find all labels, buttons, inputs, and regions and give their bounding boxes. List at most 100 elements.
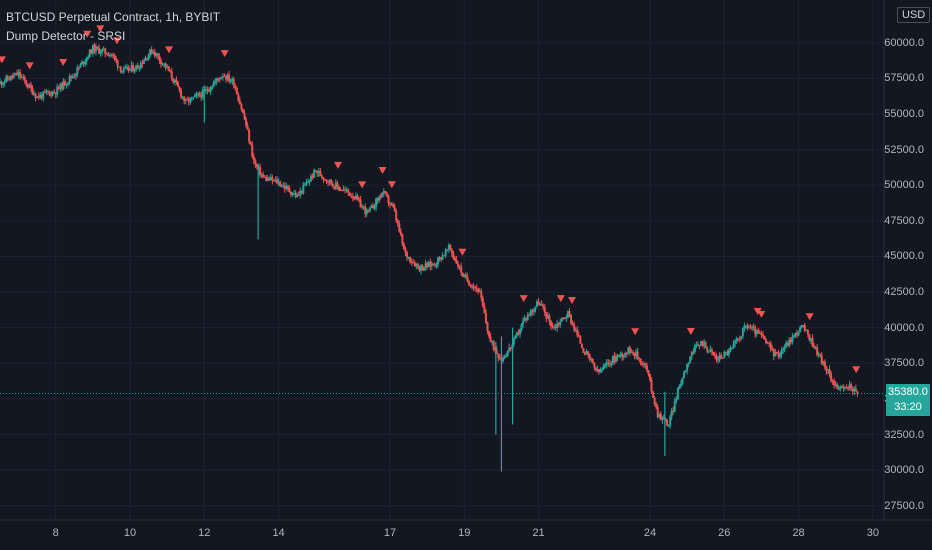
candle-body: [206, 89, 209, 91]
candle-body: [187, 99, 190, 103]
candle-body: [279, 181, 282, 187]
candle-body: [840, 386, 843, 388]
candle-body: [497, 353, 500, 358]
candle-body: [254, 160, 257, 165]
candle-body: [751, 326, 754, 329]
dump-signal-marker: [805, 313, 814, 321]
candle-body: [410, 261, 413, 263]
candle-body: [608, 363, 611, 365]
dump-signal-marker: [458, 248, 467, 256]
candle-body: [605, 362, 608, 365]
candle-body: [446, 249, 449, 251]
candle-body: [830, 373, 833, 381]
candle-body: [82, 61, 85, 65]
candle-body: [607, 362, 610, 364]
candle-body: [649, 374, 651, 380]
candle-body: [382, 191, 385, 193]
candle-body: [450, 249, 453, 254]
dump-signal-marker: [378, 166, 387, 174]
candle-body: [344, 189, 347, 191]
price-tick-label: 27500.0: [884, 499, 924, 512]
candle-body: [64, 81, 66, 86]
candle-body: [554, 326, 557, 328]
candle-body: [704, 342, 707, 348]
candle-body: [159, 60, 162, 64]
candle-body: [585, 351, 588, 355]
candle-body: [409, 256, 412, 262]
candle-body: [289, 191, 292, 195]
candle-body: [342, 189, 345, 191]
candle-body: [735, 338, 738, 342]
candle-body: [115, 57, 118, 61]
candle-body: [127, 66, 130, 71]
dump-signal-marker: [753, 308, 762, 315]
candle-body: [576, 329, 579, 336]
candle-body: [540, 304, 543, 306]
candle-body: [186, 99, 189, 101]
candle-body: [215, 78, 218, 82]
candle-body: [461, 272, 464, 277]
candle-body: [477, 288, 480, 293]
candle-body: [45, 91, 48, 93]
candle-body: [512, 338, 515, 345]
candle-body: [645, 365, 648, 371]
candle-body: [34, 94, 37, 99]
dump-signal-marker: [358, 181, 367, 189]
last-price-value: 35380.0: [888, 386, 928, 399]
candle-body: [749, 327, 752, 329]
candle-body: [489, 336, 492, 342]
candle-body: [472, 286, 475, 288]
candle-body: [111, 54, 114, 56]
chart-legend: BTCUSD Perpetual Contract, 1h, BYBIT Dum…: [6, 8, 220, 46]
symbol-title[interactable]: BTCUSD Perpetual Contract, 1h, BYBIT: [6, 10, 221, 24]
candle-body: [113, 54, 116, 58]
candle-body: [797, 332, 800, 336]
candle-body: [237, 94, 240, 101]
candle-body: [571, 323, 574, 325]
candle-body: [150, 49, 153, 54]
candle-body: [373, 207, 376, 209]
candle-body: [0, 81, 1, 83]
candle-body: [848, 384, 851, 389]
price-tick-label: 55000.0: [884, 107, 924, 120]
indicator-title[interactable]: Dump Detector - SRSI: [6, 29, 126, 43]
candle-body: [62, 81, 65, 89]
candle-body: [844, 387, 846, 389]
candle-body: [590, 358, 593, 360]
candle-body: [229, 81, 232, 83]
candle-body: [483, 306, 486, 313]
candle-body: [351, 196, 354, 198]
candle-body: [825, 367, 828, 371]
candle-body: [816, 347, 819, 355]
candle-body: [662, 417, 665, 419]
candle-body: [780, 350, 783, 355]
candle-body: [299, 190, 302, 196]
candle-body: [265, 177, 268, 181]
candle-body: [687, 362, 690, 364]
candle-body: [696, 344, 699, 346]
candle-body: [90, 49, 93, 54]
candle-body: [718, 355, 721, 360]
candle-body: [296, 194, 299, 197]
candle-body: [628, 347, 631, 353]
candle-body: [469, 285, 472, 287]
candle-body: [303, 184, 306, 186]
candle-body: [167, 66, 170, 72]
candle-body: [144, 57, 147, 61]
candle-body: [715, 356, 718, 360]
candle-body: [419, 265, 422, 271]
candle-body: [194, 94, 196, 97]
candle-body: [79, 64, 82, 68]
candle-body: [385, 193, 388, 197]
candle-body: [647, 370, 650, 375]
candle-body: [515, 332, 518, 336]
candle-body: [376, 198, 379, 201]
candle-body: [348, 192, 351, 196]
candle-body: [142, 60, 145, 64]
candle-body: [306, 182, 309, 184]
candle-body: [505, 355, 508, 358]
candle-body: [319, 171, 322, 176]
currency-button[interactable]: USD: [897, 7, 931, 23]
